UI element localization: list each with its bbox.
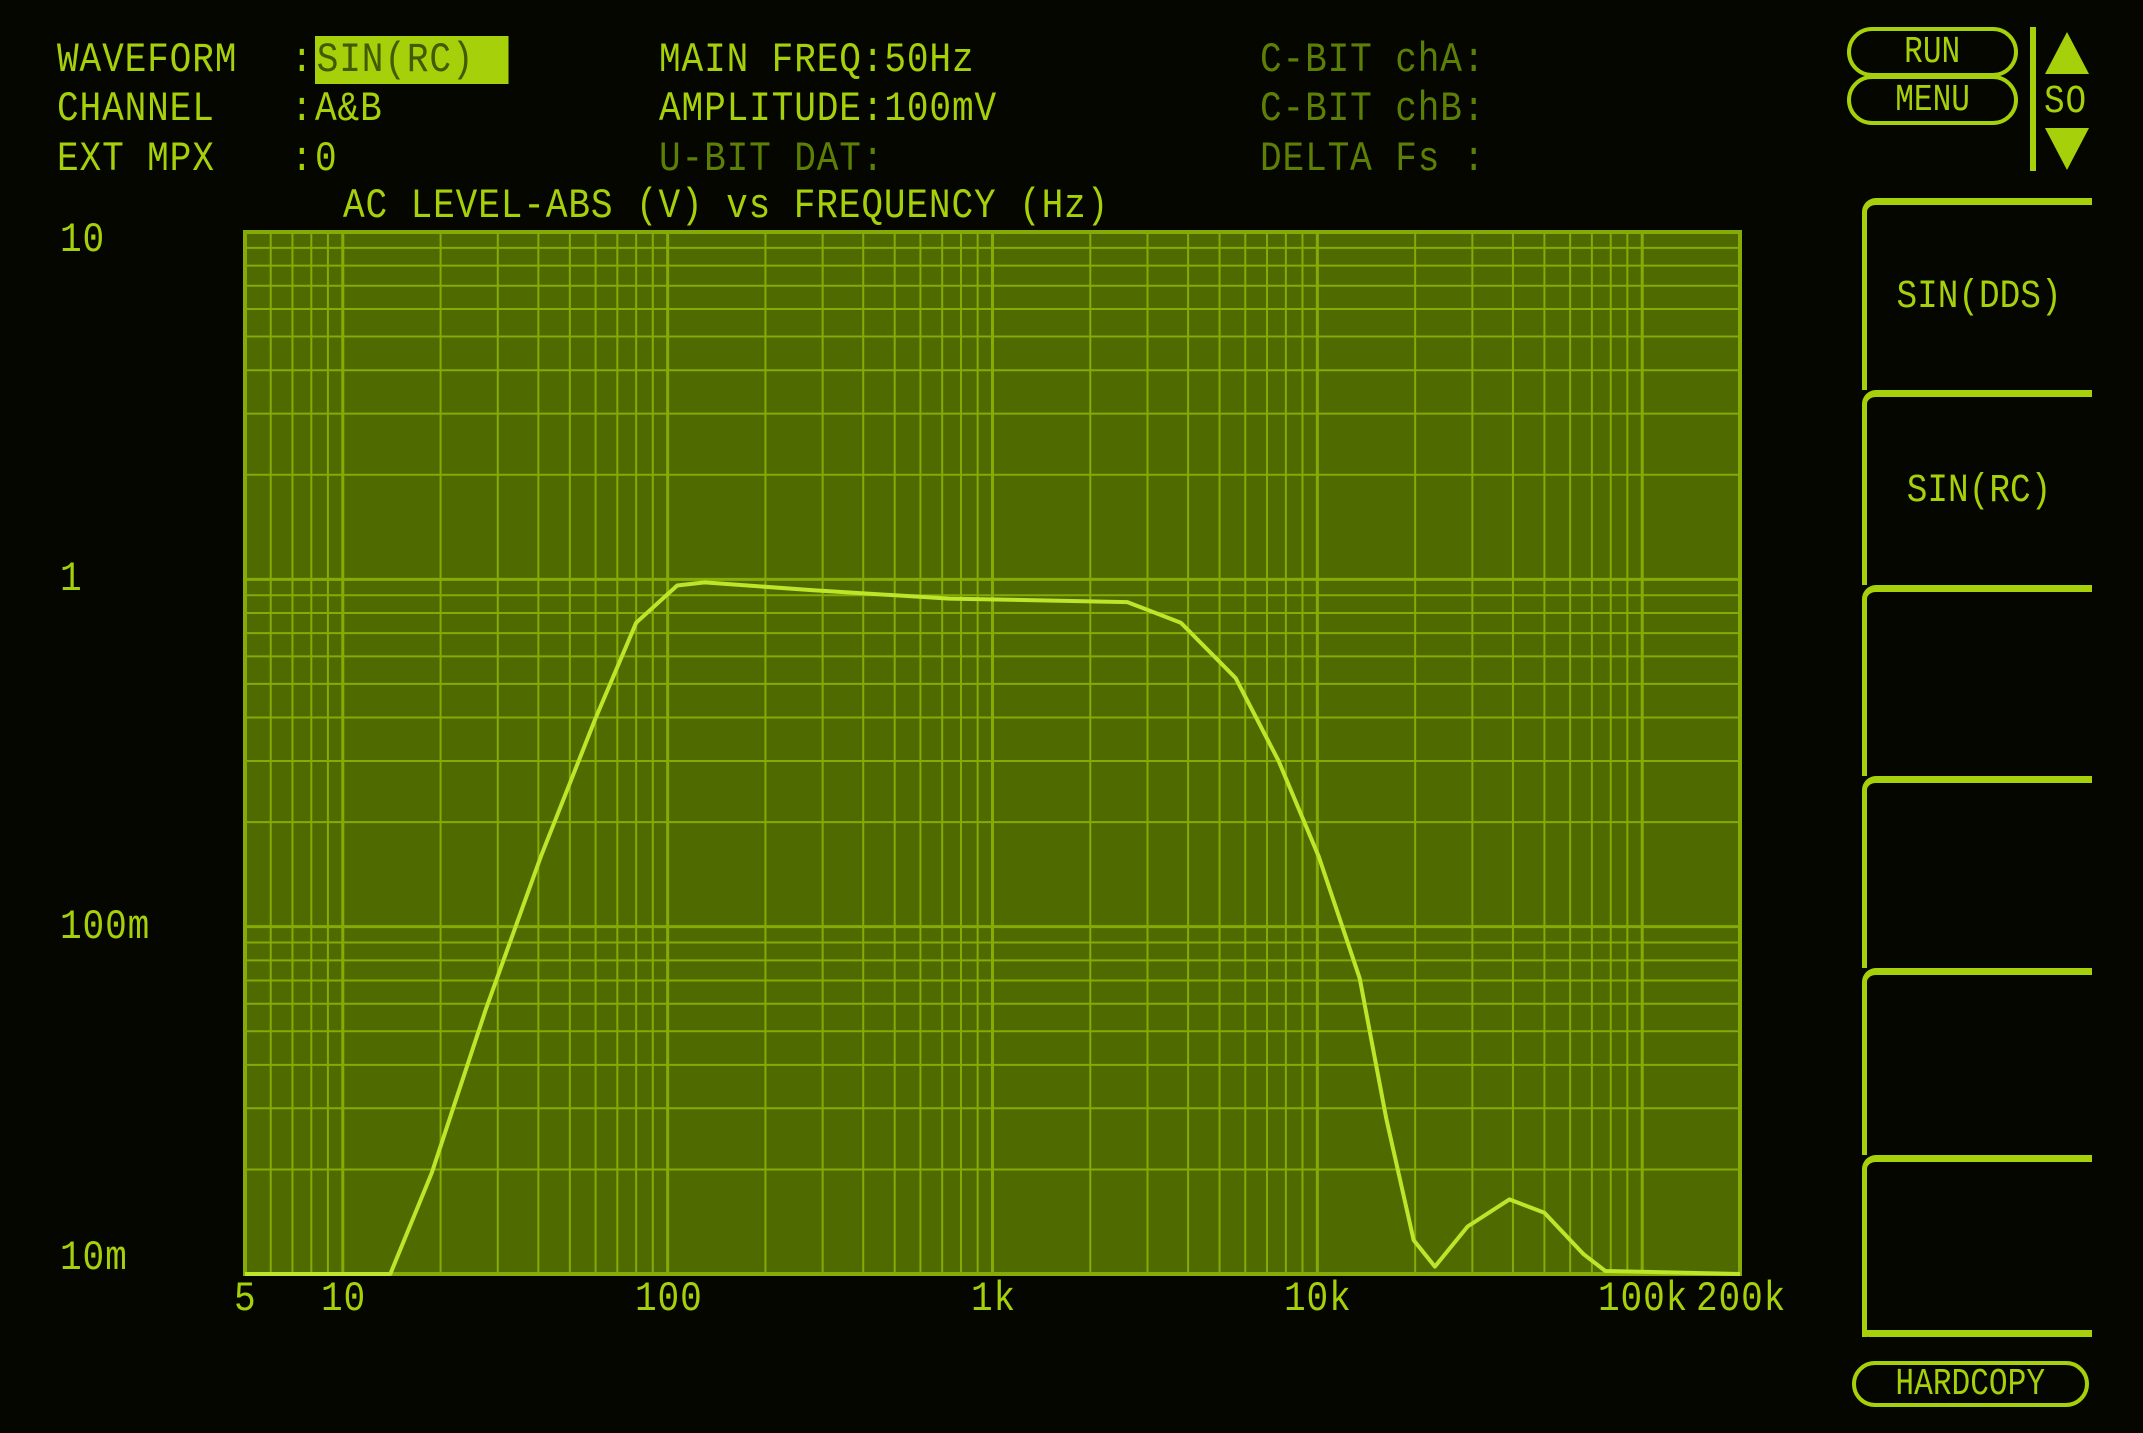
softkey-1-label: SIN(DDS) (1896, 275, 2063, 320)
x-tick-label: 5 (234, 1275, 257, 1323)
x-tick-label: 1k (970, 1275, 1016, 1323)
run-label: RUN (1904, 30, 1961, 74)
so-label: SO (2044, 80, 2088, 125)
x-tick-label: 10 (320, 1275, 366, 1323)
scroll-up-icon[interactable] (2045, 32, 2089, 74)
chart-title: AC LEVEL-ABS (V) vs FREQUENCY (Hz) (343, 182, 1110, 230)
x-tick-label: 100k (1598, 1275, 1689, 1323)
main-freq: MAIN FREQ:50Hz (659, 36, 975, 84)
menu-button[interactable]: MENU (1847, 75, 2018, 125)
run-button[interactable]: RUN (1847, 27, 2018, 77)
scroll-down-icon[interactable] (2045, 128, 2089, 170)
hardcopy-label: HARDCOPY (1895, 1362, 2046, 1406)
x-tick-label: 200k (1696, 1275, 1787, 1323)
softkey-2[interactable]: SIN(RC) (1862, 390, 2092, 585)
softkey-bottom-border (1862, 1330, 2092, 1337)
y-tick-label: 1 (60, 555, 83, 604)
softkey-6[interactable] (1862, 1155, 2092, 1337)
channel-label: CHANNEL (57, 85, 215, 133)
x-tick-label: 10k (1284, 1275, 1352, 1323)
ext-mpx-label: EXT MPX (57, 135, 215, 183)
softkey-1[interactable]: SIN(DDS) (1862, 198, 2092, 390)
amplitude: AMPLITUDE:100mV (659, 85, 998, 133)
ext-mpx-value: 0 (315, 135, 338, 183)
waveform-value-text: SIN(RC) (315, 36, 509, 84)
waveform-value[interactable]: SIN(RC) (315, 36, 509, 84)
response-trace (245, 580, 1741, 1276)
divider (2030, 27, 2036, 171)
softkey-2-label: SIN(RC) (1907, 468, 2052, 514)
u-bit-dat: U-BIT DAT: (659, 135, 885, 183)
waveform-colon: : (291, 36, 314, 84)
menu-label: MENU (1895, 78, 1970, 122)
softkey-3[interactable] (1862, 585, 2092, 776)
y-tick-label: 100m (60, 902, 151, 951)
x-tick-label: 100 (634, 1275, 703, 1323)
ext-mpx-colon: : (291, 135, 314, 183)
softkey-5[interactable] (1862, 968, 2092, 1155)
channel-value: A&B (315, 85, 383, 133)
grid (244, 232, 1741, 1276)
channel-colon: : (291, 85, 314, 133)
softkey-4[interactable] (1862, 776, 2092, 968)
c-bit-chb: C-BIT chB: (1260, 85, 1486, 133)
y-tick-label: 10 (60, 216, 106, 264)
delta-fs: DELTA Fs : (1260, 135, 1486, 183)
hardcopy-button[interactable]: HARDCOPY (1852, 1361, 2089, 1407)
waveform-label: WAVEFORM (57, 36, 238, 84)
c-bit-cha: C-BIT chA: (1260, 36, 1486, 84)
y-tick-label: 10m (60, 1234, 128, 1282)
